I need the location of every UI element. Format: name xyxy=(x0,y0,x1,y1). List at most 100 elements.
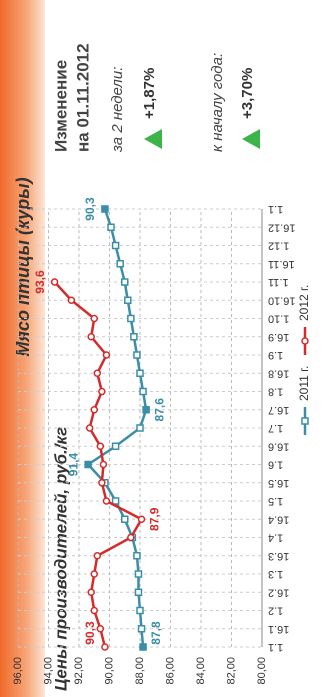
chart-subtitle: Цены производителей, руб./кг xyxy=(51,427,70,691)
point-marker xyxy=(98,387,106,396)
point-marker xyxy=(116,260,124,268)
period-label: за 2 недели: xyxy=(109,67,126,153)
data-label: 87,6 xyxy=(152,398,166,422)
point-marker xyxy=(130,333,138,341)
legend-label: 2011 г. xyxy=(297,366,311,401)
point-marker xyxy=(111,442,120,450)
x-tick-label: 1.8 xyxy=(268,386,283,398)
chart-title: Мясо птицы (куры) xyxy=(13,177,33,356)
point-marker xyxy=(90,314,98,323)
point-marker xyxy=(102,351,111,359)
y-tick-label: 84,00 xyxy=(195,657,207,685)
point-marker xyxy=(142,406,150,414)
change-value: +3,70% xyxy=(239,68,256,119)
point-marker xyxy=(96,442,105,450)
x-tick-label: 1.11 xyxy=(268,276,289,288)
panel-title: на 01.11.2012 xyxy=(73,43,92,152)
change-value: +1,87% xyxy=(141,68,158,119)
x-tick-label: 16.4 xyxy=(268,513,289,525)
header-bar xyxy=(0,0,45,697)
point-marker xyxy=(107,223,115,231)
point-marker xyxy=(139,387,147,396)
point-marker xyxy=(137,625,146,633)
x-tick-label: 16.9 xyxy=(268,331,289,343)
point-marker xyxy=(133,351,141,359)
y-tick-label: 88,00 xyxy=(134,657,146,685)
point-marker xyxy=(67,296,76,304)
point-marker xyxy=(136,369,144,377)
point-marker xyxy=(133,552,141,560)
point-marker xyxy=(87,588,95,596)
x-tick-label: 1.9 xyxy=(268,349,283,361)
y-tick-label: 92,00 xyxy=(73,657,85,685)
x-tick-label: 16.5 xyxy=(268,477,289,489)
point-marker xyxy=(93,552,102,560)
point-marker xyxy=(85,424,94,432)
point-marker xyxy=(121,515,129,523)
data-label: 90,3 xyxy=(83,197,97,221)
point-marker xyxy=(102,497,111,505)
point-marker xyxy=(90,606,98,615)
point-marker xyxy=(124,296,132,304)
x-tick-label: 1.5 xyxy=(268,495,283,507)
point-marker xyxy=(99,460,108,469)
y-tick-label: 86,00 xyxy=(164,657,176,685)
data-label: 87,8 xyxy=(149,621,163,645)
point-marker xyxy=(90,570,98,578)
y-tick-label: 80,00 xyxy=(256,657,268,685)
x-tick-label: 16.6 xyxy=(268,440,289,452)
point-marker xyxy=(136,606,144,615)
legend-label: 2012 г. xyxy=(297,285,311,321)
data-label: 93,6 xyxy=(33,270,47,294)
data-label: 90,3 xyxy=(83,621,97,645)
panel-title: Изменение xyxy=(51,60,70,152)
point-marker xyxy=(136,424,144,432)
point-marker xyxy=(111,241,120,250)
x-tick-label: 1.6 xyxy=(268,459,283,471)
data-label: 87,9 xyxy=(148,507,162,531)
legend-marker xyxy=(301,417,309,425)
y-tick-label: 96,00 xyxy=(12,657,24,685)
point-marker xyxy=(127,314,135,323)
y-tick-label: 94,00 xyxy=(42,657,54,685)
up-arrow xyxy=(144,129,162,149)
up-arrow xyxy=(242,129,260,149)
x-tick-label: 1.2 xyxy=(268,605,283,617)
x-tick-label: 1.4 xyxy=(268,532,283,544)
legend-marker xyxy=(301,337,309,345)
point-marker xyxy=(137,515,146,523)
point-marker xyxy=(139,643,147,651)
point-marker xyxy=(84,460,92,469)
x-tick-label: 1.10 xyxy=(268,313,289,325)
point-marker xyxy=(121,278,129,286)
y-tick-label: 82,00 xyxy=(225,657,237,685)
point-marker xyxy=(50,278,59,286)
point-marker xyxy=(93,369,102,377)
x-tick-label: 16.7 xyxy=(268,404,289,416)
data-label: 91,4 xyxy=(66,452,80,476)
x-tick-label: 1.7 xyxy=(268,422,283,434)
x-tick-label: 16.8 xyxy=(268,367,289,379)
point-marker xyxy=(101,205,109,213)
point-marker xyxy=(98,479,106,487)
point-marker xyxy=(127,533,135,542)
point-marker xyxy=(111,497,120,505)
x-tick-label: 16.3 xyxy=(268,550,289,562)
point-marker xyxy=(134,570,143,578)
point-marker xyxy=(90,406,98,414)
point-marker xyxy=(134,588,143,596)
point-marker xyxy=(101,643,109,651)
period-label: к началу года: xyxy=(209,53,226,152)
x-tick-label: 16.11 xyxy=(268,258,295,270)
x-tick-label: 1.1 xyxy=(268,641,283,653)
x-tick-label: 1.12 xyxy=(268,240,289,252)
x-tick-label: 16.10 xyxy=(268,294,296,306)
y-tick-label: 90,00 xyxy=(103,657,115,685)
x-tick-label: 16.1 xyxy=(268,623,289,635)
x-tick-label: 16.2 xyxy=(268,586,289,598)
x-tick-label: 16.12 xyxy=(268,221,296,233)
point-marker xyxy=(87,333,95,341)
